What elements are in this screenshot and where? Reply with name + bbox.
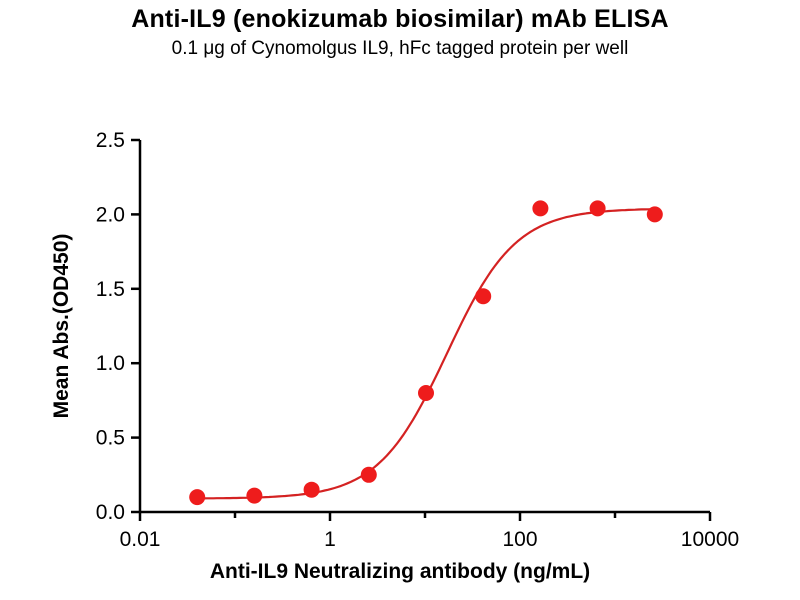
x-tick-label: 10000: [681, 528, 739, 551]
data-point: [475, 288, 492, 305]
data-point: [360, 466, 377, 483]
y-tick-label: 0.0: [96, 501, 125, 524]
x-axis-title: Anti-IL9 Neutralizing antibody (ng/mL): [209, 560, 591, 583]
x-tick-label: 0.01: [120, 528, 161, 551]
chart-title: Anti-IL9 (enokizumab biosimilar) mAb ELI…: [131, 5, 669, 33]
y-axis-title: Mean Abs.(OD450): [50, 233, 73, 419]
data-point: [303, 481, 320, 498]
data-point: [418, 385, 434, 401]
x-tick-label: 1: [324, 528, 336, 551]
data-point: [246, 487, 263, 504]
data-point: [532, 200, 549, 217]
y-tick-label: 2.0: [96, 203, 125, 226]
x-tick-label: 100: [502, 528, 537, 551]
y-tick-label: 2.5: [96, 129, 125, 152]
y-tick-label: 1.0: [96, 352, 125, 375]
y-tick-label: 0.5: [96, 427, 125, 450]
fit-curve: [197, 208, 655, 500]
data-point: [189, 489, 206, 506]
data-point: [646, 206, 663, 223]
data-point: [589, 200, 606, 217]
chart-subtitle: 0.1 μg of Cynomolgus IL9, hFc tagged pro…: [171, 38, 629, 59]
y-tick-label: 1.5: [96, 278, 125, 301]
